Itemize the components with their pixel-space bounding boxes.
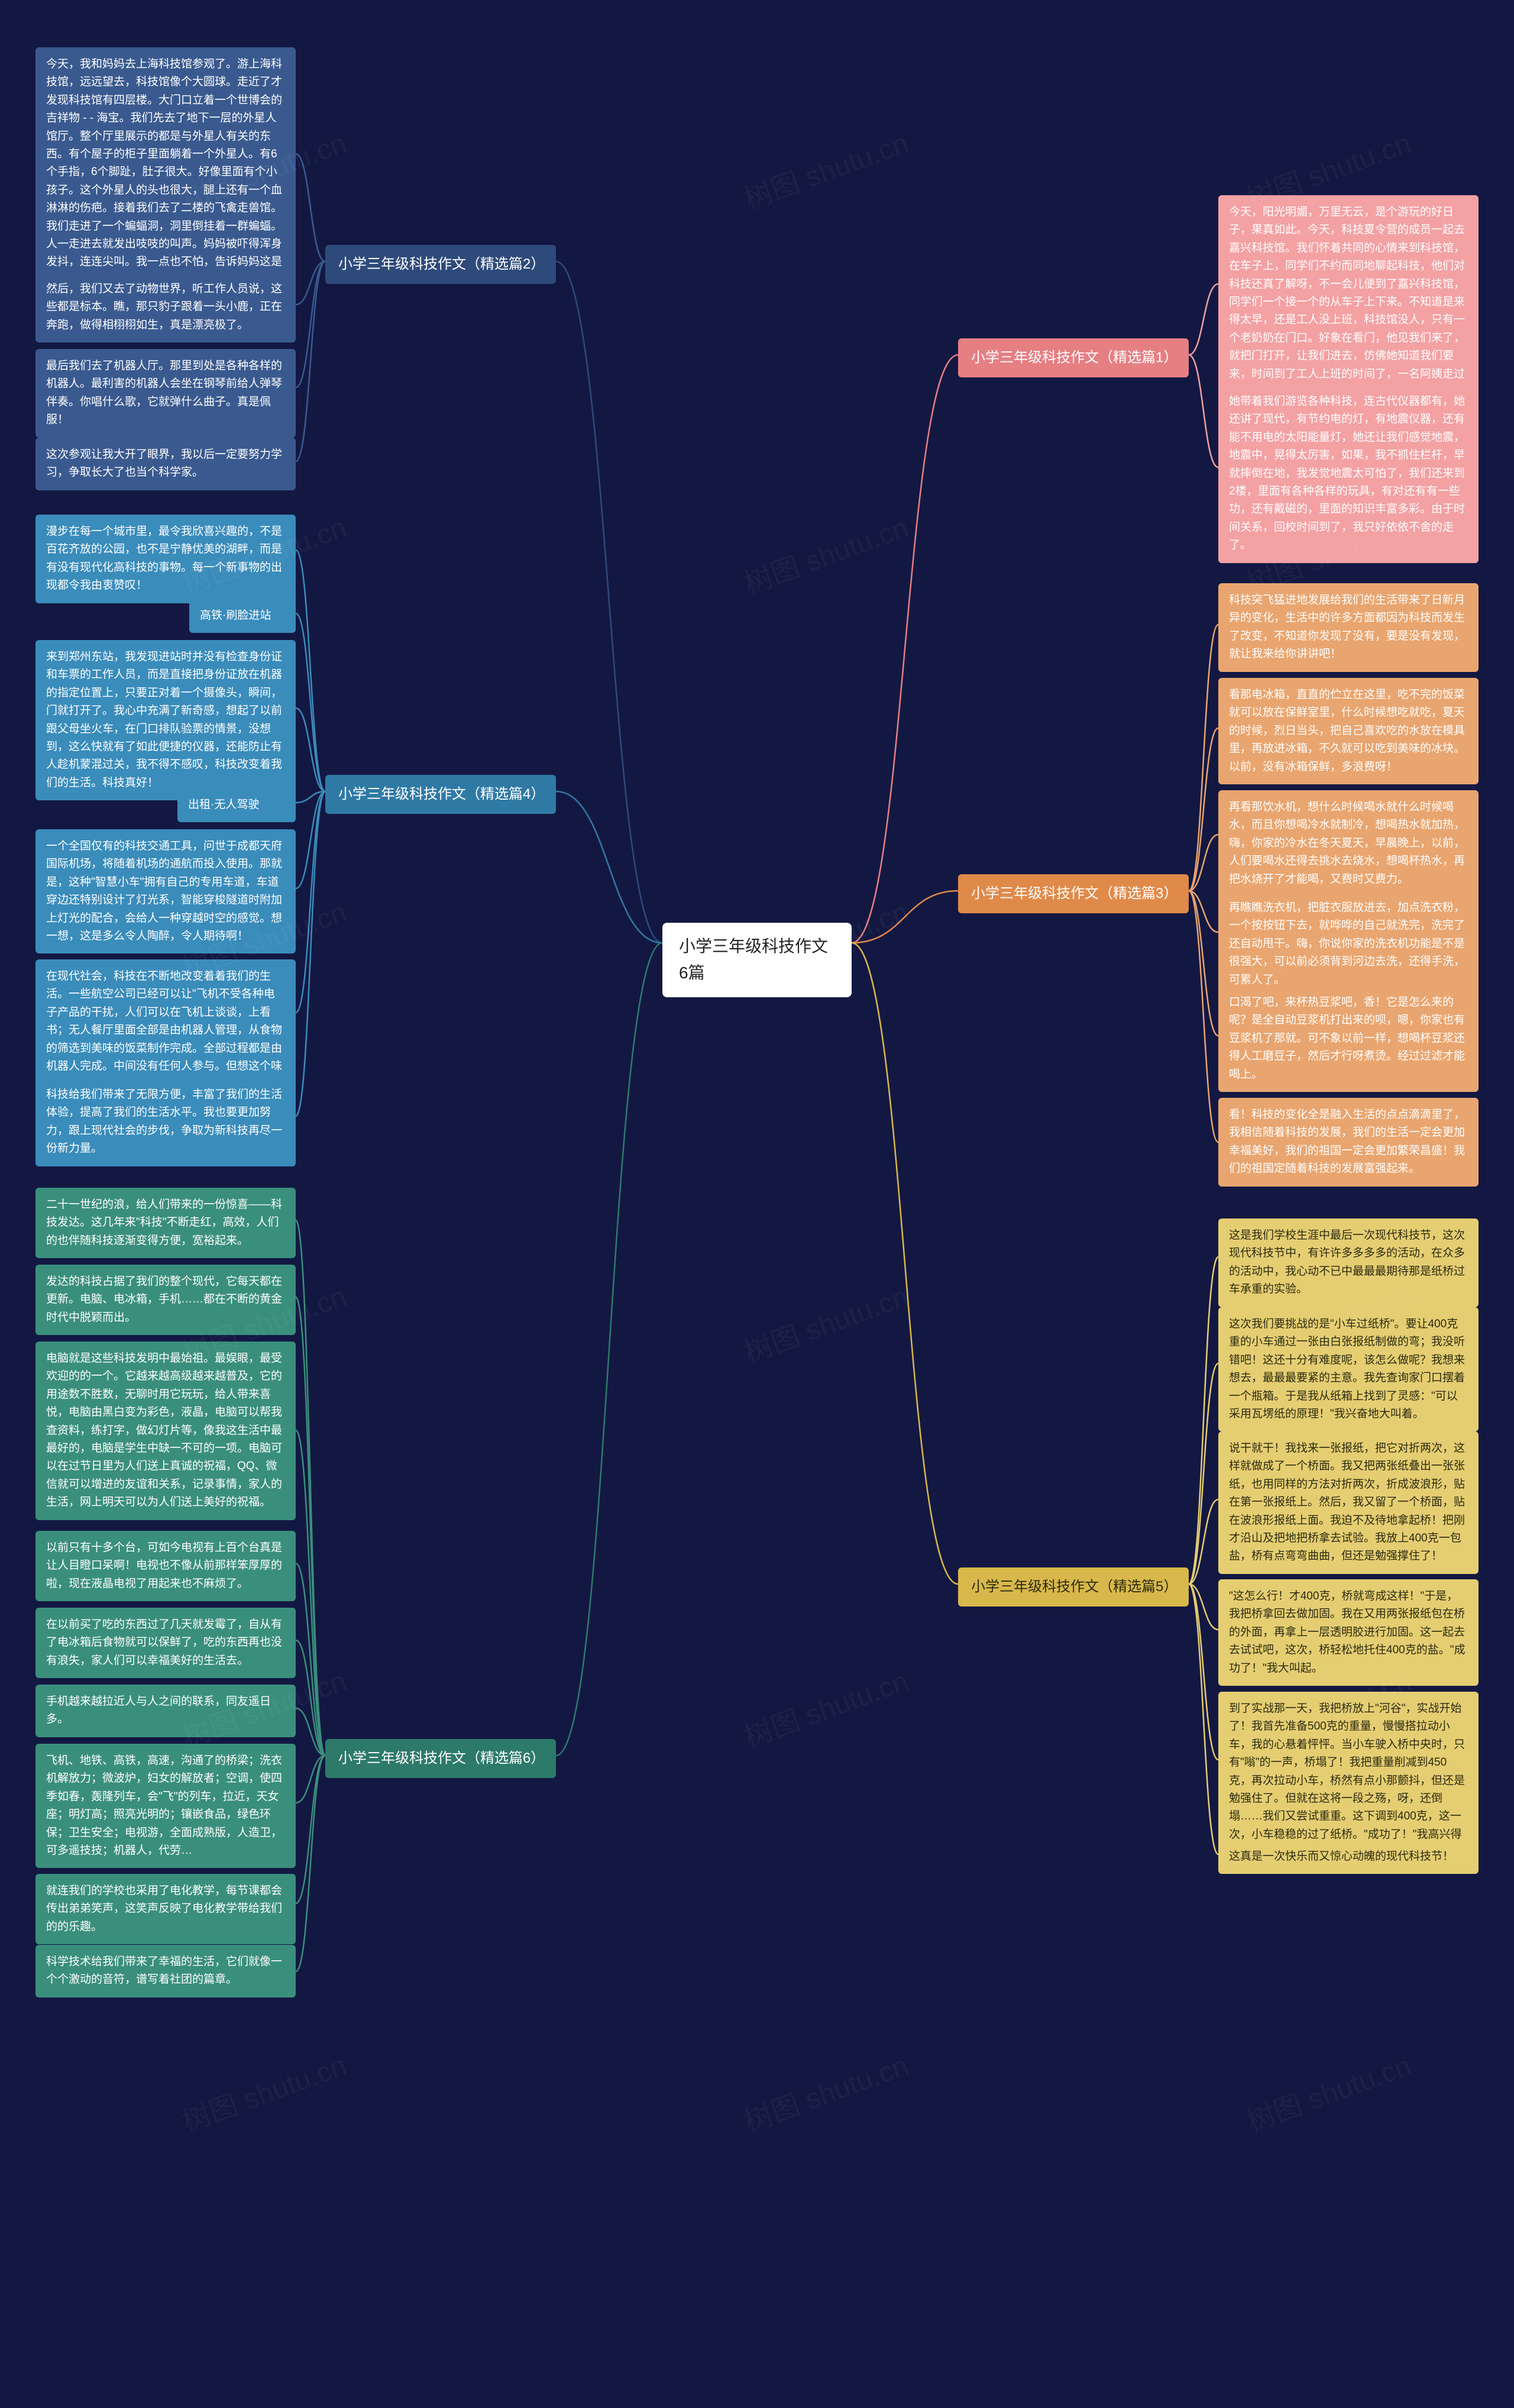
leaf-node: 看那电冰箱，直直的伫立在这里，吃不完的饭菜就可以放在保鲜室里，什么时候想吃就吃，…	[1218, 678, 1479, 784]
leaf-node: 一个全国仅有的科技交通工具，问世于成都天府国际机场，将随着机场的通航而投入使用。…	[35, 829, 296, 953]
watermark: 树图 shutu.cn	[176, 2042, 351, 2139]
watermark: 树图 shutu.cn	[737, 2042, 913, 2139]
leaf-node: 看！科技的变化全是融入生活的点点滴滴里了，我相信随着科技的发展，我们的生活一定会…	[1218, 1098, 1479, 1187]
leaf-node: 手机越来越拉近人与人之间的联系，同友遥日多。	[35, 1685, 296, 1737]
leaf-node: 这次我们要挑战的是"小车过纸桥"。要让400克重的小车通过一张由白张报纸制做的弯…	[1218, 1307, 1479, 1431]
leaf-node: 电脑就是这些科技发明中最始祖。最娱眼，最受欢迎的的一个。它越来越高级越来越普及，…	[35, 1342, 296, 1520]
leaf-node: 来到郑州东站，我发现进站时并没有检查身份证和车票的工作人员，而是直接把身份证放在…	[35, 640, 296, 800]
branch-node-b4: 小学三年级科技作文（精选篇4）	[325, 775, 556, 814]
leaf-node: 她带着我们游览各种科技，连古代仪器都有，她还讲了现代，有节约电的灯，有地震仪器，…	[1218, 384, 1479, 563]
leaf-node: 这是我们学校生涯中最后一次现代科技节，这次现代科技节中，有许许多多多多的活动，在…	[1218, 1218, 1479, 1307]
leaf-node: 然后，我们又去了动物世界，听工作人员说，这些都是标本。瞧，那只豹子跟着一头小鹿，…	[35, 272, 296, 342]
leaf-node: 漫步在每一个城市里，最令我欣喜兴趣的，不是百花齐放的公园，也不是宁静优美的湖畔，…	[35, 515, 296, 603]
leaf-node: "这怎么行！才400克，桥就弯成这样！"于是，我把桥拿回去做加固。我在又用两张报…	[1218, 1579, 1479, 1686]
leaf-node: 二十一世纪的浪，给人们带来的一份惊喜——科技发达。这几年来"科技"不断走红，高效…	[35, 1188, 296, 1258]
root-node: 小学三年级科技作文6篇	[662, 923, 852, 997]
leaf-node: 最后我们去了机器人厅。那里到处是各种各样的机器人。最利害的机器人会坐在钢琴前给人…	[35, 349, 296, 438]
watermark: 树图 shutu.cn	[737, 504, 913, 602]
leaf-node: 今天，我和妈妈去上海科技馆参观了。游上海科技馆，远远望去，科技馆像个大圆球。走近…	[35, 47, 296, 298]
leaf-node: 高铁·刷脸进站	[189, 599, 296, 633]
leaf-node: 发达的科技占据了我们的整个现代，它每天都在更新。电脑、电冰箱，手机……都在不断的…	[35, 1265, 296, 1335]
leaf-node: 这真是一次快乐而又惊心动魄的现代科技节！	[1218, 1840, 1479, 1874]
watermark: 树图 shutu.cn	[737, 1273, 913, 1371]
leaf-node: 以前只有十多个台，可如今电视有上百个台真是让人目瞪口呆啊！电视也不像从前那样笨厚…	[35, 1531, 296, 1601]
leaf-node: 再看那饮水机，想什么时候喝水就什么时候喝水，而且你想喝冷水就制冷，想喝热水就加热…	[1218, 790, 1479, 897]
watermark: 树图 shutu.cn	[1240, 2042, 1416, 2139]
leaf-node: 今天，阳光明媚，万里无云，是个游玩的好日子，果真如此。今天，科技夏令营的成员一起…	[1218, 195, 1479, 409]
branch-node-b2: 小学三年级科技作文（精选篇2）	[325, 245, 556, 284]
leaf-node: 就连我们的学校也采用了电化教学，每节课都会传出弟弟笑声，这笑声反映了电化教学带给…	[35, 1874, 296, 1944]
leaf-node: 科技突飞猛进地发展给我们的生活带来了日新月异的变化，生活中的许多方面都因为科技而…	[1218, 583, 1479, 672]
leaf-node: 出租·无人驾驶	[177, 788, 296, 822]
branch-node-b1: 小学三年级科技作文（精选篇1）	[958, 338, 1189, 377]
leaf-node: 飞机、地铁、高铁，高速，沟通了的桥梁；洗衣机解放力；微波炉，妇女的解放者；空调，…	[35, 1744, 296, 1868]
leaf-node: 再瞧瞧洗衣机，把脏衣服放进去，加点洗衣粉，一个按按钮下去，就哗哗的自己就洗完，洗…	[1218, 891, 1479, 997]
leaf-node: 口渴了吧，来杯热豆浆吧，香！它是怎么来的呢？是全自动豆浆机打出来的呗，嗯，你家也…	[1218, 985, 1479, 1092]
leaf-node: 科学技术给我们带来了幸福的生活，它们就像一个个激动的音符，谱写着社团的篇章。	[35, 1945, 296, 1997]
leaf-node: 说干就干！我找来一张报纸，把它对折两次，这样就做成了一个桥面。我又把两张纸叠出一…	[1218, 1431, 1479, 1574]
branch-node-b6: 小学三年级科技作文（精选篇6）	[325, 1739, 556, 1778]
leaf-node: 在以前买了吃的东西过了几天就发霉了，自从有了电冰箱后食物就可以保鲜了，吃的东西再…	[35, 1608, 296, 1678]
watermark: 树图 shutu.cn	[737, 119, 913, 217]
branch-node-b5: 小学三年级科技作文（精选篇5）	[958, 1567, 1189, 1607]
branch-node-b3: 小学三年级科技作文（精选篇3）	[958, 874, 1189, 913]
watermark: 树图 shutu.cn	[737, 1657, 913, 1755]
leaf-node: 这次参观让我大开了眼界，我以后一定要努力学习，争取长大了也当个科学家。	[35, 438, 296, 490]
leaf-node: 科技给我们带来了无限方便，丰富了我们的生活体验，提高了我们的生活水平。我也要更加…	[35, 1078, 296, 1166]
